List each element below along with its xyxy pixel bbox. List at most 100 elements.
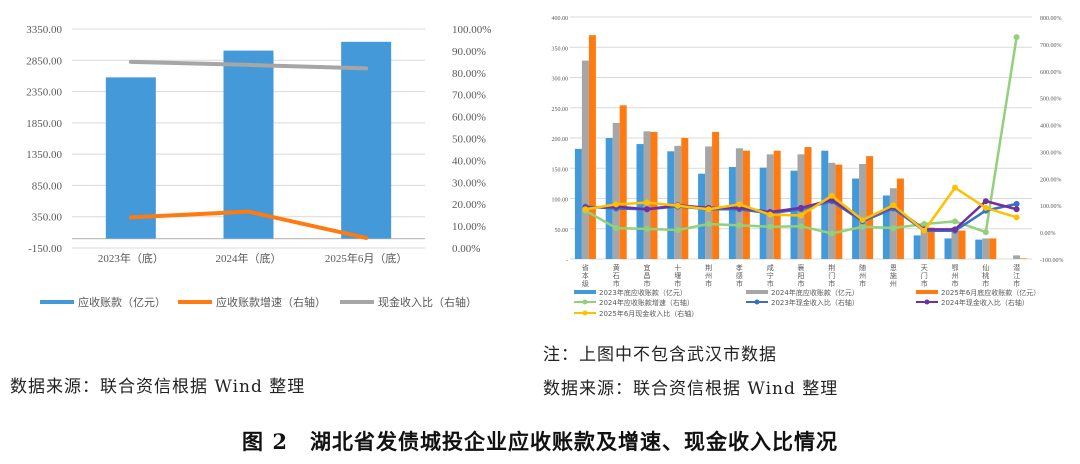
data-point — [613, 225, 620, 232]
x-axis-label: 市 — [644, 279, 651, 288]
data-point — [982, 198, 989, 205]
data-point — [674, 226, 681, 233]
bar — [1020, 258, 1028, 259]
bar — [944, 238, 952, 259]
data-point — [921, 221, 928, 228]
x-axis-label: 门 — [921, 271, 928, 280]
x-axis-label: 市 — [798, 279, 805, 288]
x-axis-label: 黄 — [613, 263, 620, 272]
right-axis-tick: 30.00% — [452, 177, 486, 189]
left-axis-tick: 3350.00 — [26, 24, 62, 36]
data-point — [798, 204, 804, 211]
bar — [975, 239, 983, 259]
x-axis-label: 级 — [582, 279, 589, 288]
bar — [866, 156, 874, 259]
x-axis-label: 市 — [952, 279, 959, 288]
left-axis-tick: 2350.00 — [26, 87, 62, 99]
left-axis-tick: 100.00 — [552, 198, 569, 204]
x-axis-label: 市 — [736, 279, 743, 288]
data-point — [767, 211, 774, 218]
left-axis-tick: - — [566, 258, 568, 264]
x-axis-label: 市 — [674, 279, 681, 288]
bar — [828, 162, 836, 259]
x-axis-label: 本 — [582, 271, 589, 280]
x-axis-label: 堰 — [674, 271, 681, 280]
data-point — [982, 229, 989, 236]
bar — [728, 167, 736, 259]
bar — [742, 150, 750, 259]
right-axis-tick: 200.00% — [1040, 177, 1062, 183]
right-source-note: 数据来源：联合资信根据 Wind 整理 — [543, 379, 839, 399]
x-axis-label: 市 — [613, 279, 620, 288]
legend-item: 2024年现金收入比（右轴） — [941, 298, 1029, 307]
x-axis-label: 荆 — [705, 263, 712, 272]
x-axis-label: 市 — [767, 279, 774, 288]
right-exclusion-note: 注：上图中不包含武汉市数据 — [543, 345, 777, 365]
data-point — [798, 212, 804, 219]
x-axis-label: 仙 — [982, 263, 989, 272]
right-axis-tick: 40.00% — [452, 155, 486, 167]
x-axis-label: 潜 — [1013, 263, 1020, 272]
left-axis-tick: 400.00 — [552, 16, 569, 22]
left-chart: 3350.00 2850.00 2350.00 1850.00 1350.00 850.0… — [26, 24, 491, 309]
bar — [896, 178, 904, 259]
right-axis-tick: 300.00% — [1040, 150, 1062, 156]
bar — [650, 131, 658, 259]
x-axis-label: 宁 — [767, 271, 774, 280]
x-axis-label: 市 — [921, 279, 928, 288]
left-axis-tick: 2850.00 — [26, 55, 62, 67]
x-axis-label: 2023年（底） — [98, 251, 164, 265]
bar — [574, 148, 582, 259]
x-axis-label: 天 — [921, 264, 928, 272]
right-axis-tick: 100.00% — [1040, 204, 1062, 210]
x-axis-label: 州 — [859, 272, 866, 280]
data-point — [644, 199, 650, 206]
bar — [958, 230, 966, 259]
right-axis-tick: 70.00% — [452, 90, 486, 102]
right-axis-tick: 60.00% — [452, 112, 486, 124]
bar — [619, 105, 627, 259]
data-point — [736, 222, 743, 229]
x-axis-label: 鄂 — [952, 263, 959, 272]
right-axis-tick: 0.00% — [1040, 231, 1056, 237]
bar — [581, 60, 589, 260]
legend-item: 应收账款（亿元） — [78, 295, 166, 309]
x-axis-label: 阳 — [798, 271, 805, 280]
right-axis-tick: 600.00% — [1040, 70, 1062, 76]
data-point — [705, 206, 712, 213]
x-axis-label: 孝 — [736, 264, 743, 272]
bar — [821, 150, 829, 259]
x-axis-label: 市 — [828, 279, 835, 288]
data-point — [582, 206, 589, 213]
bar — [989, 238, 997, 259]
figure-caption: 图 2 湖北省发债城投企业应收账款及增速、现金收入比情况 — [242, 429, 838, 454]
bar — [712, 131, 720, 259]
data-point — [1013, 200, 1020, 207]
bar — [927, 227, 935, 259]
x-axis-label: 桃 — [982, 271, 989, 280]
legend-item: 2023年底应收账款（亿元） — [599, 288, 687, 297]
right-axis-tick: 400.00% — [1040, 124, 1062, 130]
data-point — [1013, 206, 1020, 213]
right-axis-tick: 20.00% — [452, 199, 486, 211]
right-axis-tick: 10.00% — [452, 221, 486, 233]
x-axis-label: 昌 — [644, 272, 651, 280]
bar — [835, 164, 843, 259]
left-axis-tick: 150.00 — [552, 167, 569, 173]
left-axis-tick: 200.00 — [552, 137, 569, 143]
left-axis-tick: 50.00 — [555, 228, 569, 234]
data-point — [952, 226, 958, 233]
legend-item: 2023年现金收入比（右轴） — [771, 298, 859, 307]
right-axis-tick: -100.00% — [1040, 258, 1064, 264]
x-axis-label: 施 — [890, 271, 897, 280]
data-point — [982, 204, 989, 211]
data-point — [798, 223, 804, 230]
bar — [913, 235, 921, 259]
data-point — [828, 230, 835, 237]
right-axis-tick: 700.00% — [1040, 43, 1062, 49]
bar — [341, 41, 392, 239]
bar — [223, 50, 274, 239]
left-axis-tick: 350.00 — [552, 46, 569, 52]
x-axis-label: 宜 — [644, 263, 651, 272]
right-axis-tick: 800.00% — [1040, 16, 1062, 22]
